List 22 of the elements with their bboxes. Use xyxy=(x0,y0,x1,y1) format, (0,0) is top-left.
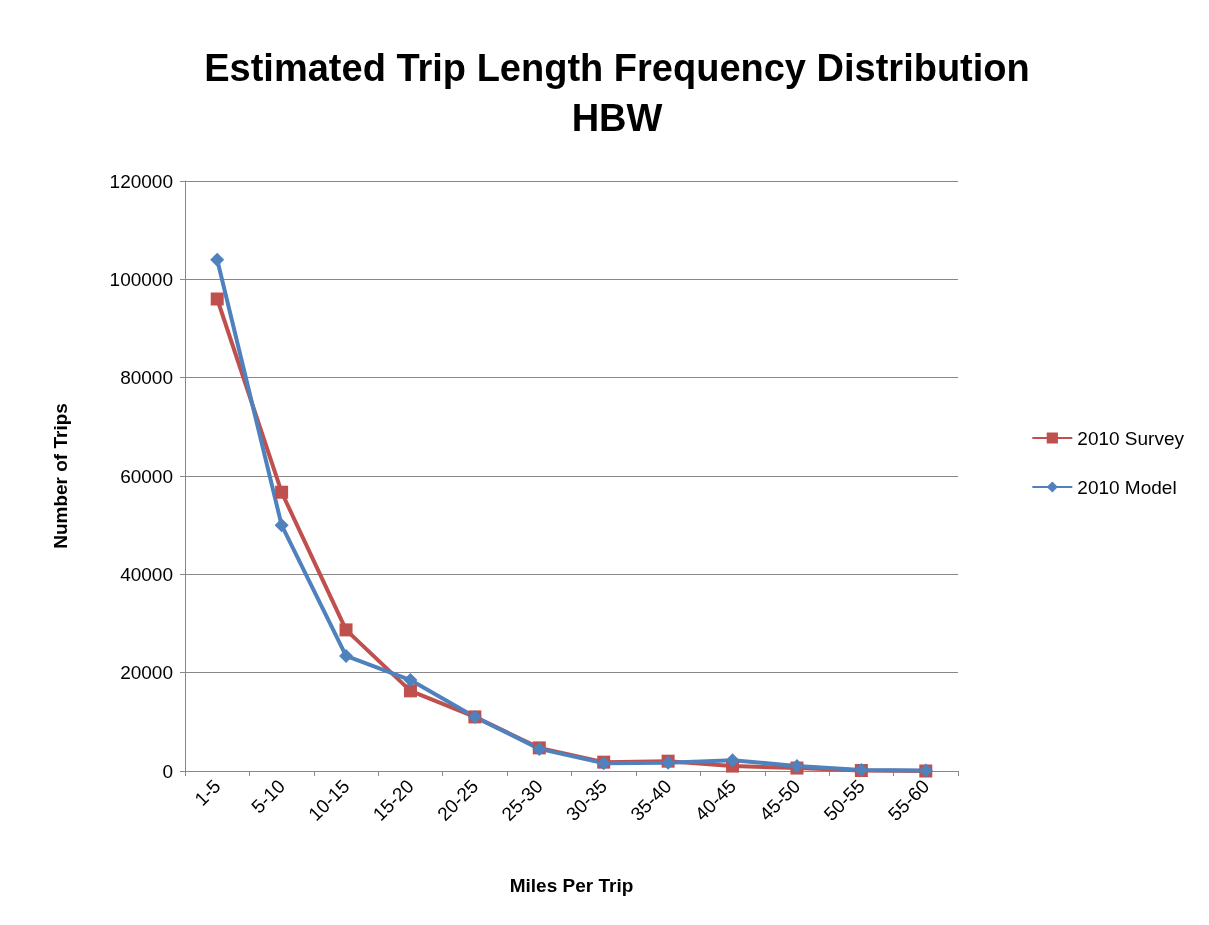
x-tick-label: 1-5 xyxy=(190,775,225,810)
chart-title: Estimated Trip Length Frequency Distribution HBW xyxy=(204,47,1030,139)
point xyxy=(210,252,225,267)
y-tick-label: 80000 xyxy=(120,367,173,389)
y-tick-label: 100000 xyxy=(109,268,173,290)
point xyxy=(339,623,353,637)
y-tick-label: 120000 xyxy=(109,170,173,192)
point xyxy=(403,673,418,688)
point xyxy=(725,753,740,768)
legend-label: 2010 Survey xyxy=(1077,427,1185,449)
y-tick-label: 20000 xyxy=(120,662,173,684)
point xyxy=(210,292,224,306)
point xyxy=(274,518,289,533)
y-axis-title: Number of Trips xyxy=(50,403,71,549)
point xyxy=(275,485,289,499)
y-tick-label: 40000 xyxy=(120,563,173,585)
y-tick-label: 0 xyxy=(162,760,173,782)
point xyxy=(339,648,354,663)
legend-label: 2010 Model xyxy=(1077,476,1177,498)
x-axis-title: Miles Per Trip xyxy=(509,875,634,896)
y-tick-label: 60000 xyxy=(120,465,173,487)
point xyxy=(403,684,417,698)
